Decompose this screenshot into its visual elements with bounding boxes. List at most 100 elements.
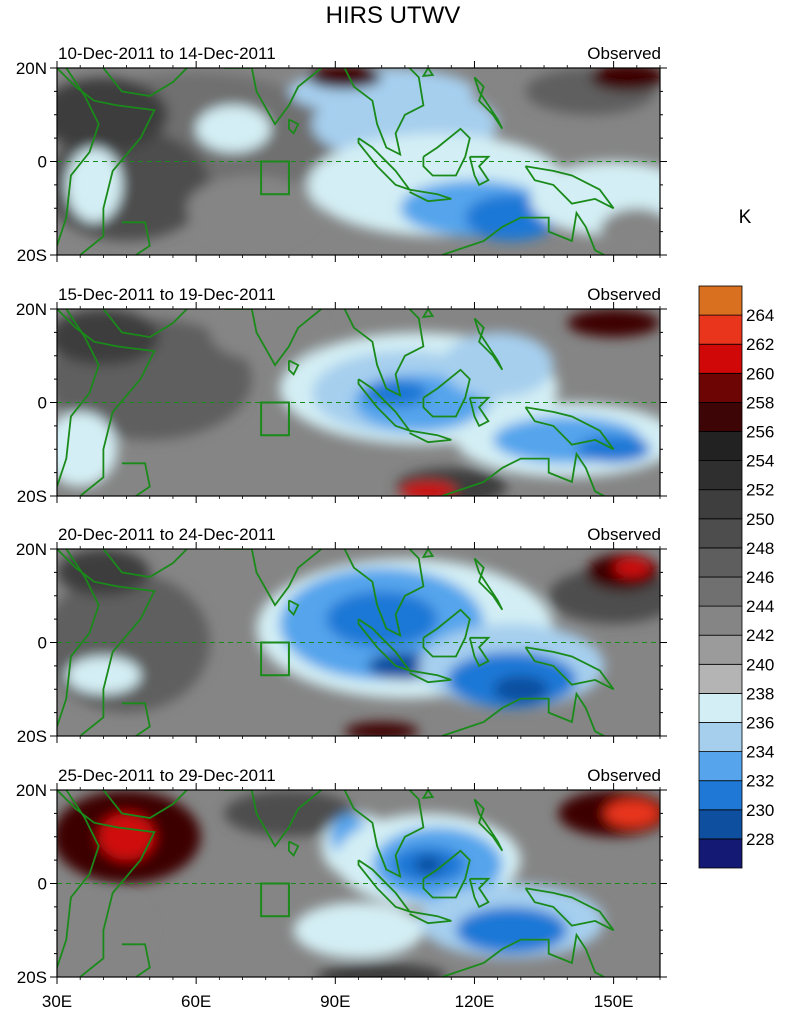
y-tick-label: 20S — [17, 727, 47, 746]
contour-region — [590, 68, 660, 92]
units-label: K — [739, 207, 752, 228]
colorbar-label: 260 — [746, 364, 774, 383]
colorbar-swatch — [698, 489, 743, 520]
panel-period: 20-Dec-2011 to 24-Dec-2011 — [58, 525, 276, 544]
contour-region — [57, 309, 160, 366]
colorbar-swatch — [698, 518, 743, 549]
y-tick-label: 0 — [38, 634, 47, 653]
colorbar-label: 246 — [746, 568, 774, 587]
colorbar-label: 256 — [746, 423, 774, 442]
coastlines — [57, 68, 615, 255]
colorbar-label: 262 — [746, 335, 774, 354]
contour-region — [57, 77, 169, 153]
panel-label: Observed — [587, 766, 661, 785]
colorbar-label: 238 — [746, 684, 774, 703]
panel-period: 25-Dec-2011 to 29-Dec-2011 — [58, 766, 276, 785]
contour-region — [57, 549, 150, 596]
contour-region — [210, 309, 322, 361]
panel-2: 20N 0 20S 15-Dec-2011 to 19-Dec-2011 Observe… — [16, 285, 667, 506]
y-tick-label: 20S — [17, 246, 47, 265]
colorbar-swatch — [698, 576, 743, 607]
y-tick-label: 0 — [38, 394, 47, 413]
panel-3: 20N 0 20S 20-Dec-2011 to 24-Dec-2011 Observe… — [16, 525, 667, 746]
colorbar-swatch — [698, 722, 743, 753]
contour-region — [344, 721, 419, 736]
contour-region — [414, 855, 442, 875]
contour-region — [599, 208, 660, 255]
y-tick-label: 20N — [16, 300, 47, 319]
colorbar: 228 230 232 234 236 238 240 242 244 246 248 250 252 2… — [698, 285, 774, 869]
panel-period: 10-Dec-2011 to 14-Dec-2011 — [58, 44, 276, 63]
colorbar-swatch — [698, 663, 743, 694]
colorbar-swatch — [698, 343, 743, 374]
colorbar-swatch — [698, 809, 743, 840]
panel-label: Observed — [587, 285, 661, 304]
colorbar-label: 248 — [746, 539, 774, 558]
y-tick-label: 0 — [38, 875, 47, 894]
colorbar-label: 250 — [746, 510, 774, 529]
colorbar-swatch — [698, 314, 743, 345]
y-tick-label: 20N — [16, 781, 47, 800]
colorbar-swatch — [698, 460, 743, 491]
colorbar-swatch — [698, 372, 743, 403]
contour-region — [604, 799, 660, 828]
chart-title: HIRS UTWV — [326, 2, 461, 29]
colorbar-label: 236 — [746, 714, 774, 733]
y-tick-label: 20S — [17, 968, 47, 987]
colorbar-label: 242 — [746, 626, 774, 645]
colorbar-label: 232 — [746, 772, 774, 791]
y-tick-label: 20S — [17, 487, 47, 506]
colorbar-swatch — [698, 285, 743, 316]
colorbar-label: 254 — [746, 452, 774, 471]
panel-1: 20N 0 20S 10-Dec-2011 to 14-Dec-2011 Observe… — [16, 44, 667, 265]
colorbar-swatch — [698, 401, 743, 432]
colorbar-swatch — [698, 693, 743, 723]
box-region — [260, 401, 290, 437]
y-tick-label: 20N — [16, 59, 47, 78]
colorbar-label: 228 — [746, 830, 774, 849]
x-tick-label: 90E — [320, 992, 350, 1011]
box-region — [260, 882, 290, 918]
contour-region — [307, 68, 382, 90]
contour-region — [400, 481, 456, 496]
colorbar-label: 234 — [746, 743, 774, 762]
contour-region — [455, 906, 568, 954]
colorbar-label: 252 — [746, 481, 774, 500]
contour-region — [57, 411, 118, 487]
contour-region — [567, 309, 660, 338]
y-tick-label: 20N — [16, 540, 47, 559]
contour-region — [66, 656, 141, 694]
colorbar-swatch — [698, 605, 743, 636]
contour-region — [441, 332, 554, 398]
colorbar-swatch — [698, 634, 743, 665]
contour-region — [186, 175, 317, 241]
contour-region — [196, 105, 271, 153]
colorbar-label: 264 — [746, 306, 774, 325]
box-region — [260, 160, 290, 196]
colorbar-label: 244 — [746, 597, 774, 616]
contour-region — [293, 902, 424, 959]
contour-region — [66, 147, 122, 223]
panel-4: 20N 0 20S 25-Dec-2011 to 29-Dec-2011 Observe… — [16, 766, 667, 987]
x-tick-label: 120E — [455, 992, 495, 1011]
colorbar-swatch — [698, 780, 743, 811]
coastlines — [57, 790, 615, 977]
colorbar-label: 258 — [746, 393, 774, 412]
panel-period: 15-Dec-2011 to 19-Dec-2011 — [58, 285, 276, 304]
contour-region — [98, 813, 155, 861]
colorbar-swatch — [698, 547, 743, 578]
colorbar-swatch — [698, 751, 743, 782]
contour-region — [316, 962, 447, 977]
panel-label: Observed — [587, 44, 661, 63]
contour-region — [493, 675, 549, 704]
coastlines — [57, 549, 615, 736]
coastlines — [57, 309, 615, 496]
colorbar-swatch — [698, 431, 743, 462]
colorbar-swatch — [698, 838, 743, 869]
panel-label: Observed — [587, 525, 661, 544]
contour-region — [223, 790, 354, 837]
x-tick-label: 150E — [594, 992, 634, 1011]
box-region — [260, 641, 290, 677]
x-tick-label: 30E — [42, 992, 72, 1011]
